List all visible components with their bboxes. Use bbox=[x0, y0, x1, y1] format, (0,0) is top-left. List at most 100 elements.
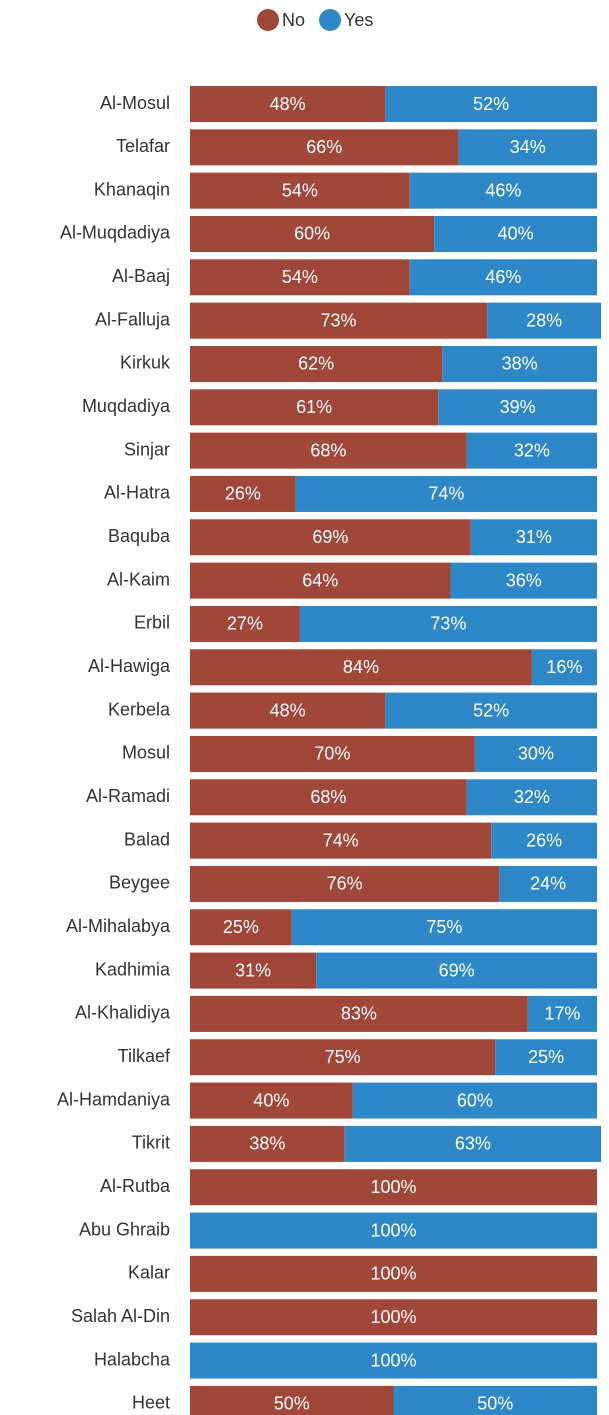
bar-segment bbox=[527, 995, 597, 1032]
y-tick-label: Kalar bbox=[128, 1263, 170, 1283]
bar-segment bbox=[316, 952, 597, 989]
data-label: 83% bbox=[341, 1004, 377, 1024]
bar-segment bbox=[409, 172, 597, 209]
legend-swatch bbox=[319, 9, 342, 31]
bar-segment bbox=[190, 389, 439, 426]
bar-segment bbox=[442, 345, 597, 382]
bar-segment bbox=[190, 432, 467, 469]
data-label: 52% bbox=[473, 94, 509, 114]
data-label: 25% bbox=[223, 917, 259, 937]
bar-segment bbox=[438, 389, 597, 426]
y-tick-label: Heet bbox=[132, 1393, 170, 1413]
y-tick-label: Al-Baaj bbox=[112, 266, 170, 286]
data-label: 32% bbox=[514, 787, 550, 807]
y-tick-label: Al-Muqdadiya bbox=[60, 223, 171, 243]
y-tick-label: Muqdadiya bbox=[82, 396, 171, 416]
bar-segment bbox=[190, 692, 386, 729]
data-label: 31% bbox=[235, 960, 271, 980]
bar-segment bbox=[491, 822, 597, 859]
y-tick-label: Kirkuk bbox=[120, 353, 171, 373]
data-label: 25% bbox=[528, 1047, 564, 1067]
y-tick-label: Kadhimia bbox=[95, 959, 171, 979]
bar-segment bbox=[291, 909, 597, 946]
data-label: 48% bbox=[270, 94, 306, 114]
data-label: 66% bbox=[306, 137, 342, 157]
data-label: 75% bbox=[325, 1047, 361, 1067]
data-label: 27% bbox=[227, 614, 263, 634]
y-tick-label: Balad bbox=[124, 829, 170, 849]
bar-segment bbox=[190, 779, 467, 816]
y-tick-label: Al-Ramadi bbox=[86, 786, 170, 806]
data-label: 76% bbox=[327, 874, 363, 894]
y-tick-label: Telafar bbox=[116, 136, 170, 156]
data-label: 38% bbox=[502, 354, 538, 374]
bar-segment bbox=[190, 605, 300, 642]
data-label: 100% bbox=[370, 1220, 416, 1240]
data-label: 73% bbox=[430, 614, 466, 634]
data-label: 100% bbox=[370, 1350, 416, 1370]
bar-segment bbox=[474, 735, 597, 772]
data-label: 100% bbox=[370, 1264, 416, 1284]
data-label: 17% bbox=[544, 1004, 580, 1024]
bar-segment bbox=[466, 779, 597, 816]
bar-segment bbox=[190, 345, 443, 382]
bar-segment bbox=[190, 952, 317, 989]
data-label: 100% bbox=[370, 1177, 416, 1197]
y-tick-label: Al-Hamdaniya bbox=[57, 1089, 171, 1109]
legend-label: No bbox=[282, 10, 305, 30]
data-label: 50% bbox=[477, 1394, 513, 1414]
bar-segment bbox=[190, 129, 459, 166]
bar-segment bbox=[190, 909, 292, 946]
bar-segment bbox=[190, 1039, 496, 1076]
bar-segment bbox=[344, 1125, 602, 1162]
data-label: 26% bbox=[225, 484, 261, 504]
bar-segment bbox=[352, 1082, 597, 1119]
y-tick-label: Beygee bbox=[109, 873, 170, 893]
bar-segment bbox=[495, 1039, 597, 1076]
bar-segment bbox=[190, 649, 532, 686]
data-label: 38% bbox=[249, 1134, 285, 1154]
data-label: 74% bbox=[323, 830, 359, 850]
data-label: 16% bbox=[546, 657, 582, 677]
data-label: 46% bbox=[485, 180, 521, 200]
data-label: 73% bbox=[321, 310, 357, 330]
bar-segment bbox=[450, 562, 597, 599]
bar-segment bbox=[190, 1212, 597, 1249]
data-label: 24% bbox=[530, 874, 566, 894]
bar-segment bbox=[299, 605, 597, 642]
bar-segment bbox=[531, 649, 597, 686]
bar-segment bbox=[434, 215, 597, 252]
data-label: 74% bbox=[428, 484, 464, 504]
bar-segment bbox=[190, 1299, 597, 1336]
bar-segment bbox=[190, 1342, 597, 1379]
data-label: 61% bbox=[296, 397, 332, 417]
data-label: 100% bbox=[370, 1307, 416, 1327]
data-label: 46% bbox=[485, 267, 521, 287]
y-tick-label: Al-Kaim bbox=[107, 569, 170, 589]
data-label: 62% bbox=[298, 354, 334, 374]
data-label: 28% bbox=[526, 310, 562, 330]
data-label: 54% bbox=[282, 267, 318, 287]
bar-segment bbox=[190, 1082, 353, 1119]
y-tick-label: Baquba bbox=[108, 526, 171, 546]
y-tick-label: Kerbela bbox=[108, 699, 171, 719]
bar-segment bbox=[190, 1385, 394, 1415]
data-label: 68% bbox=[310, 787, 346, 807]
bar-segment bbox=[458, 129, 597, 166]
bar-segment bbox=[190, 735, 475, 772]
bar-segment bbox=[190, 302, 488, 339]
bar-segment bbox=[190, 562, 451, 599]
data-label: 63% bbox=[455, 1134, 491, 1154]
y-tick-label: Mosul bbox=[122, 743, 170, 763]
y-tick-label: Halabcha bbox=[94, 1349, 171, 1369]
data-label: 26% bbox=[526, 830, 562, 850]
y-tick-label: Al-Mosul bbox=[100, 93, 170, 113]
y-tick-label: Al-Khalidiya bbox=[75, 1003, 171, 1023]
y-tick-label: Khanaqin bbox=[94, 179, 170, 199]
bar-segment bbox=[190, 822, 492, 859]
y-tick-label: Tikrit bbox=[132, 1133, 170, 1153]
y-tick-label: Salah Al-Din bbox=[71, 1306, 170, 1326]
y-tick-label: Tilkaef bbox=[118, 1046, 171, 1066]
data-label: 84% bbox=[343, 657, 379, 677]
